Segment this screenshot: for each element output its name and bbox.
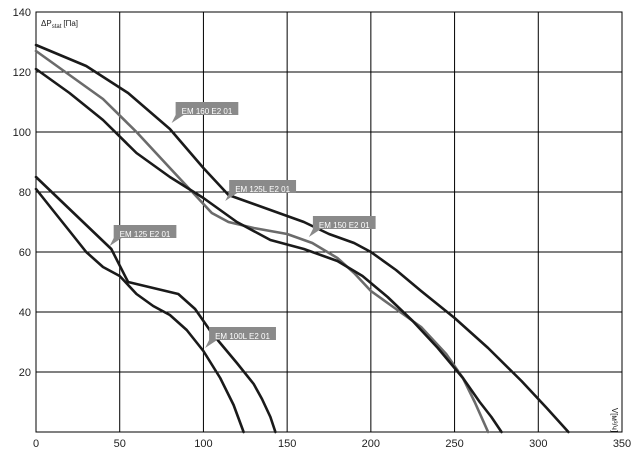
y-tick-label-1: 40 xyxy=(19,307,31,319)
callout-label-2: EM 150 E2 01 xyxy=(319,221,370,230)
callout-box-0 xyxy=(171,102,239,123)
x-tick-label-0: 0 xyxy=(33,438,39,450)
y-tick-label-4: 100 xyxy=(13,127,31,139)
y-tick-label-6: 140 xyxy=(13,7,31,19)
x-tick-label-6: 300 xyxy=(529,438,547,450)
x-tick-label-3: 150 xyxy=(278,438,296,450)
plot-frame xyxy=(35,11,623,433)
callout-box-2 xyxy=(308,216,376,237)
x-tick-label-5: 250 xyxy=(445,438,463,450)
y-tick-label-2: 60 xyxy=(19,247,31,259)
x-tick-label-4: 200 xyxy=(362,438,380,450)
y-axis-label: ΔPstat [Па] xyxy=(41,19,78,30)
series-line-3 xyxy=(34,175,277,434)
y-axis-label-subscript: stat xyxy=(52,24,62,30)
callout-1: EM 125L E2 01 xyxy=(225,180,297,201)
callout-label-3: EM 125 E2 01 xyxy=(120,230,171,239)
y-tick-label-5: 120 xyxy=(13,67,31,79)
callout-4: EM 100L E2 01 xyxy=(205,327,276,348)
series-callouts: EM 160 E2 01 EM 125L E2 01 EM 150 E2 01 EM … xyxy=(109,102,376,348)
x-tick-label-2: 100 xyxy=(194,438,212,450)
callout-box-4 xyxy=(205,327,276,348)
y-tick-label-0: 20 xyxy=(19,367,31,379)
series-line-0 xyxy=(34,43,570,434)
x-tick-label-1: 50 xyxy=(114,438,126,450)
series-line-1 xyxy=(34,49,490,434)
series-line-2 xyxy=(34,67,503,434)
callout-box-3 xyxy=(109,225,177,246)
callout-0: EM 160 E2 01 xyxy=(171,102,239,123)
callout-label-0: EM 160 E2 01 xyxy=(182,107,233,116)
y-axis-label-symbol: ΔP xyxy=(41,19,52,28)
x-tick-label-7: 350 xyxy=(613,438,631,450)
y-axis-label-unit: [Па] xyxy=(63,19,78,28)
callout-3: EM 125 E2 01 xyxy=(109,225,177,246)
y-tick-label-3: 80 xyxy=(19,187,31,199)
callout-label-1: EM 125L E2 01 xyxy=(235,185,290,194)
series-lines xyxy=(34,43,570,434)
callout-2: EM 150 E2 01 xyxy=(308,216,376,237)
axis-ticks: 0 50 100 150 200 250 300 350 20 40 60 80 100 120 140 xyxy=(13,7,632,450)
callout-box-1 xyxy=(225,180,297,201)
callout-label-4: EM 100L E2 01 xyxy=(215,332,270,341)
x-axis-label: V[м³/ч] xyxy=(610,408,619,432)
series-line-4 xyxy=(34,187,245,434)
